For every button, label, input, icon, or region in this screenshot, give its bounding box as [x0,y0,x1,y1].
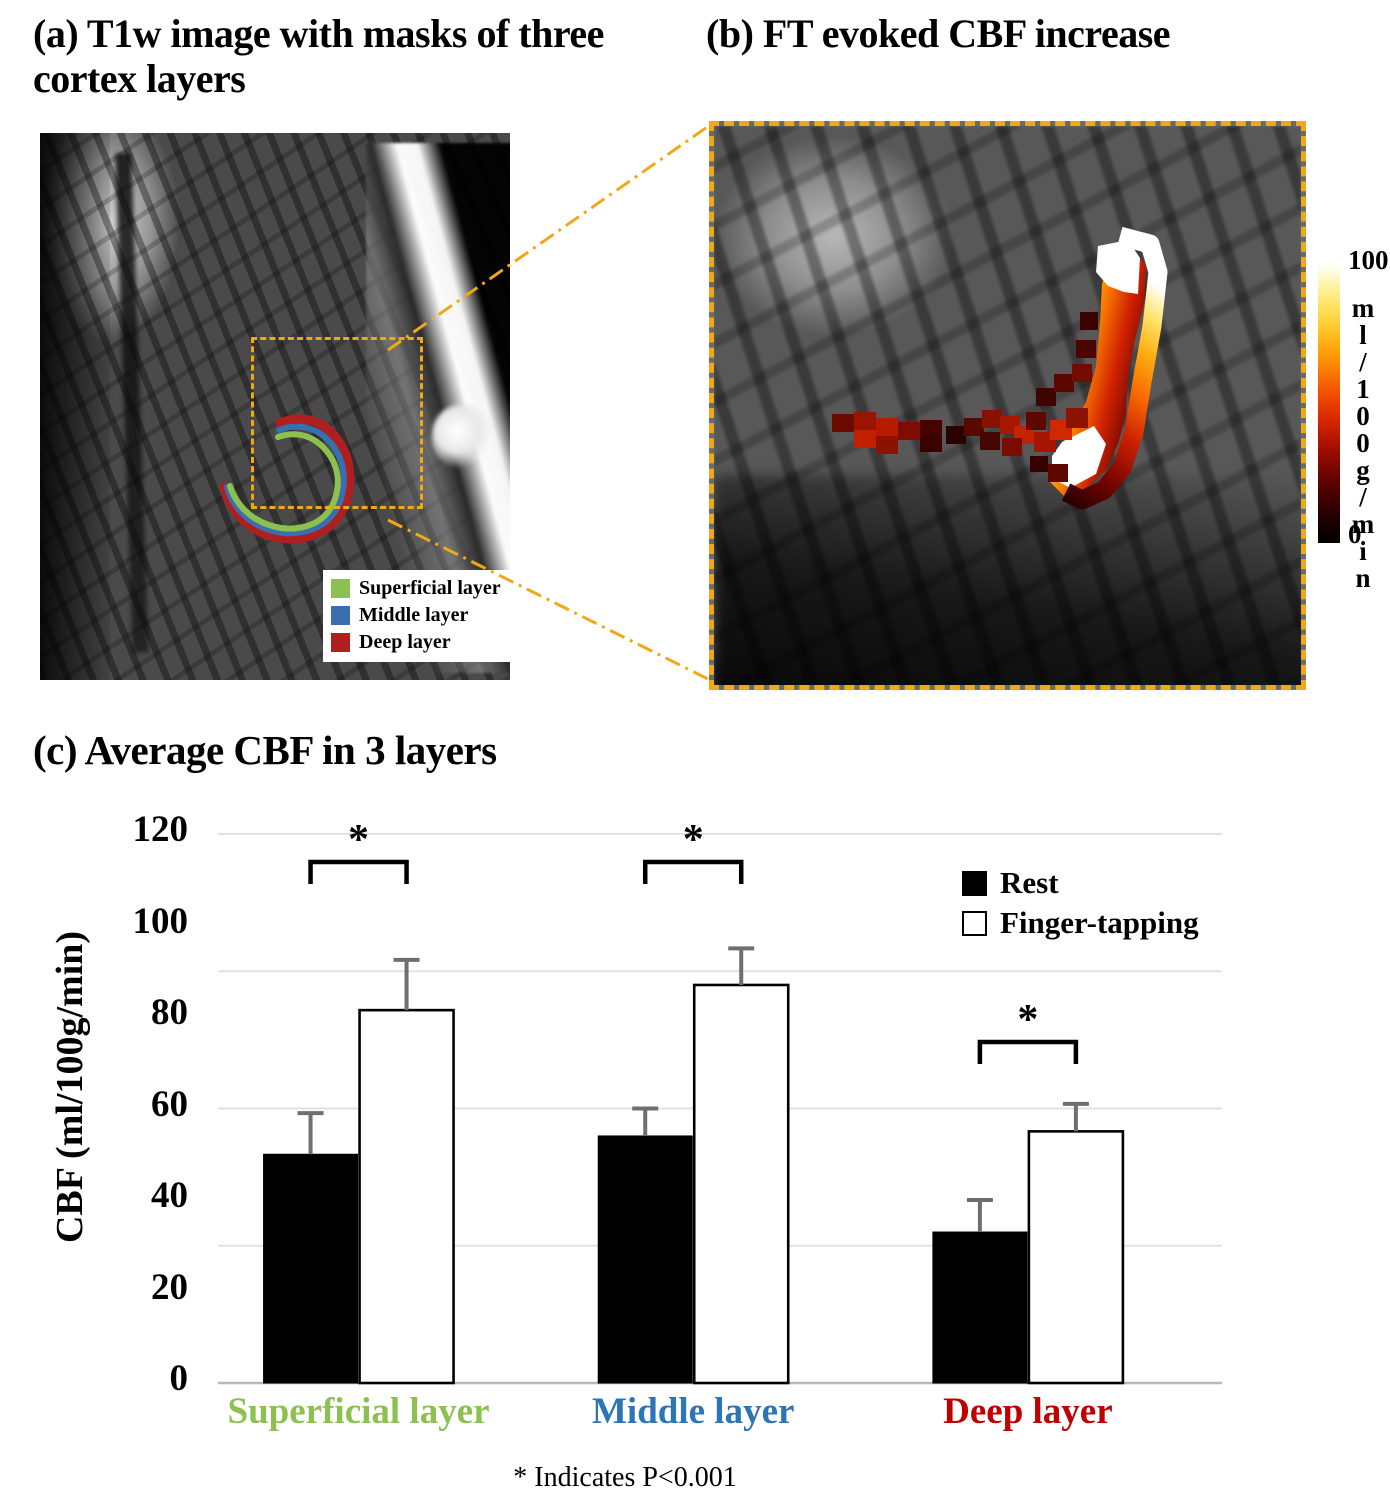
significance-star: * [348,817,370,863]
significance-star: * [1017,997,1039,1043]
legend-label-superficial: Superficial layer [359,577,501,599]
chart-footnote: * Indicates P<0.001 [513,1462,737,1493]
empty-square-icon [962,910,987,936]
bar-deep-layer-finger-tapping [1027,1130,1125,1385]
y-tick-100: 100 [132,900,189,942]
cbf-hotspot-rim [1061,226,1168,510]
chart-plot-area [218,833,1222,1385]
t1w-brain-image [40,133,510,680]
legend-item-superficial: Superficial layer [331,575,504,602]
panel-c-title: (c) Average CBF in 3 layers [33,727,497,773]
cortex-layer-masks [219,414,355,544]
brain-left-shadow [40,133,110,680]
y-tick-80: 80 [151,992,188,1033]
panel-a-legend: Superficial layer Middle layer Deep laye… [323,570,510,662]
zoom-connector-lines [387,123,711,682]
cbf-low-voxel-cluster [832,312,1098,482]
legend-label-middle: Middle layer [359,604,469,626]
cbf-activation-overlay [832,226,1168,510]
red-square-icon [331,633,350,652]
legend-item-finger-tapping: Finger-tapping [962,903,1199,943]
cbf-hotspot-main [1050,248,1146,496]
panel-b-title: (b) FT evoked CBF increase [706,11,1171,56]
significance-star: * [682,817,704,863]
middle-layer-mask [224,423,347,537]
legend-item-rest: Rest [962,863,1199,903]
y-tick-120: 120 [132,809,189,850]
x-label-deep-layer: Deep layer [943,1391,1113,1432]
roi-dashed-box-a [251,337,423,509]
bar-superficial-layer-rest [263,1153,359,1384]
significance-bracket [642,859,744,884]
bar-middle-layer-finger-tapping [692,983,790,1385]
bar-deep-layer-rest [932,1231,1028,1384]
green-square-icon [331,579,350,598]
legend-item-deep: Deep layer [331,629,504,656]
colorbar-unit-label: ml/100g/min [1348,293,1378,590]
bar-superficial-layer-finger-tapping [358,1008,455,1385]
deep-layer-mask [219,414,355,544]
superficial-layer-mask [227,431,341,532]
cbf-hotspot-peak-top [1096,240,1140,294]
chart-bars [263,946,1125,1385]
x-label-middle-layer: Middle layer [592,1391,795,1432]
y-tick-0: 0 [169,1358,189,1399]
zoomed-brain-dark-region [714,475,1301,685]
y-tick-20: 20 [151,1266,188,1308]
y-tick-40: 40 [151,1175,188,1216]
blue-square-icon [331,606,350,625]
panel-a-t1w-image: Superficial layer Middle layer Deep laye… [40,133,510,680]
cbf-colorbar: 100 0 ml/100g/min [1318,245,1390,590]
connector-line-top [387,123,711,352]
bright-vessel-spot [432,405,488,467]
significance-bracket [308,859,409,884]
panel-c-bar-chart: CBF (ml/100g/min) 0 20 40 60 80 100 120 Superf… [0,790,1390,1493]
legend-label-deep: Deep layer [359,631,451,653]
colorbar-min-label: 0 [1348,519,1362,549]
panel-b-cbf-map [709,121,1306,690]
panel-a-title: (a) T1w image with masks of three cortex… [33,11,604,101]
bar-middle-layer-rest [597,1135,693,1384]
significance-bracket [977,1039,1079,1064]
chart-significance-brackets [308,859,1079,1064]
legend-label-finger-tapping: Finger-tapping [1000,905,1199,940]
filled-square-icon [962,870,987,896]
colorbar-gradient-hot [1318,262,1340,543]
connector-line-bottom [387,518,711,682]
x-label-superficial-layer: Superficial layer [227,1391,490,1432]
chart-legend: Rest Finger-tapping [962,863,1199,943]
colorbar-max-label: 100 [1348,245,1389,275]
y-tick-60: 60 [151,1083,188,1125]
legend-item-middle: Middle layer [331,602,504,629]
legend-label-rest: Rest [1000,865,1059,900]
